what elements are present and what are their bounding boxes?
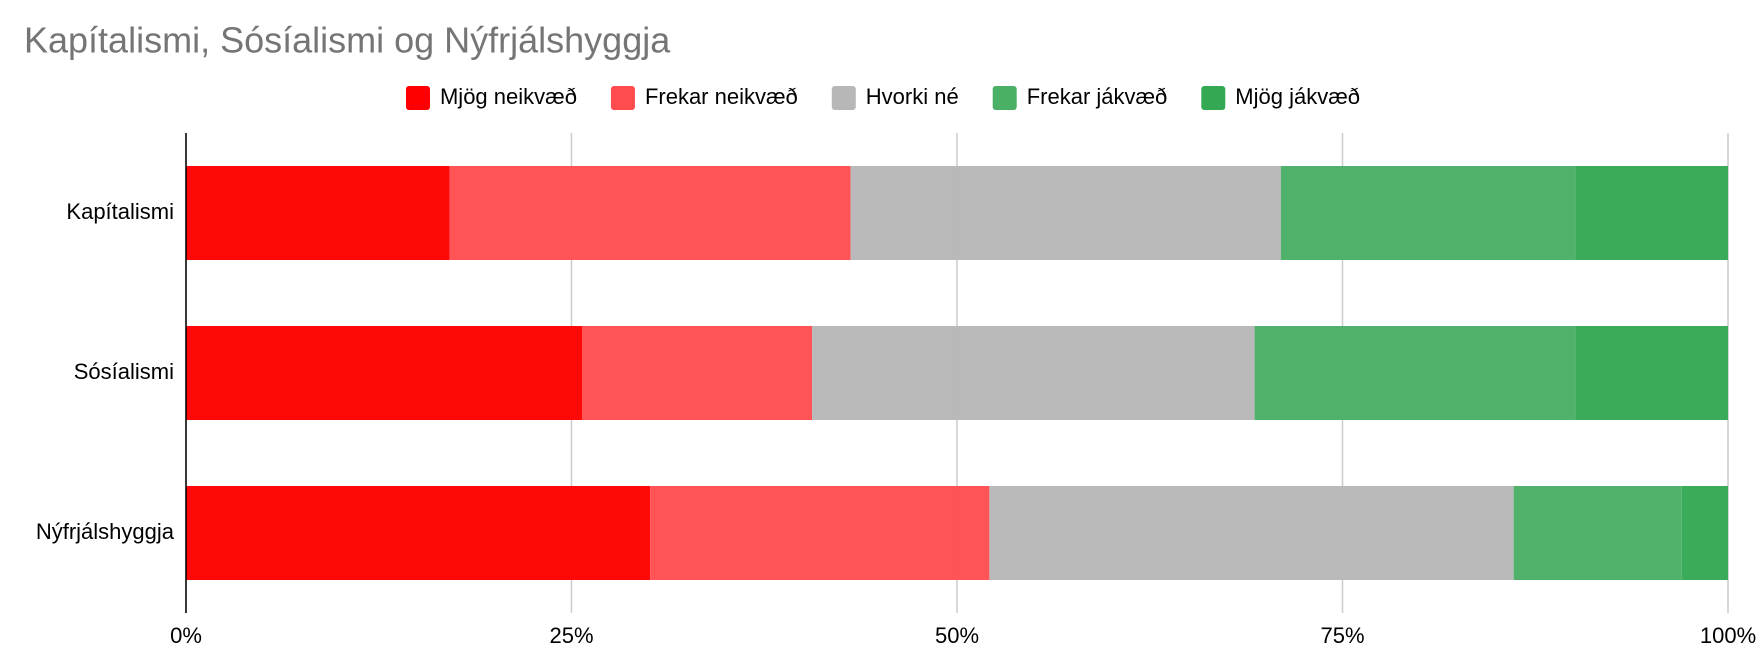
bar-segment [989, 486, 1514, 580]
bar-segment [582, 326, 813, 420]
bar-segment [449, 166, 851, 260]
bar-segment [186, 326, 583, 420]
legend-label: Hvorki né [866, 84, 959, 109]
bar-segment [812, 326, 1255, 420]
x-tick-label: 0% [170, 623, 202, 648]
bar-segment [186, 486, 651, 580]
bar-segment [1513, 486, 1682, 580]
x-tick-label: 100% [1700, 623, 1756, 648]
legend-label: Mjög jákvæð [1235, 84, 1360, 109]
x-tick-label: 50% [935, 623, 979, 648]
bar-segment [1681, 486, 1728, 580]
legend-label: Mjög neikvæð [440, 84, 577, 109]
bar-segment [1280, 166, 1576, 260]
bar-segment [1254, 326, 1576, 420]
legend-swatch [405, 86, 430, 110]
chart-title: Kapítalismi, Sósíalismi og Nýfrjálshyggj… [24, 20, 671, 61]
bar-segment [186, 166, 450, 260]
y-tick-label: Nýfrjálshyggja [36, 519, 175, 544]
y-tick-label: Sósíalismi [74, 359, 174, 384]
bar-segment [1575, 166, 1728, 260]
x-tick-label: 25% [549, 623, 593, 648]
x-tick-label: 75% [1320, 623, 1364, 648]
legend-swatch [831, 86, 856, 110]
legend-label: Frekar jákvæð [1027, 84, 1168, 109]
legend-swatch [992, 86, 1017, 110]
legend-swatch [610, 86, 635, 110]
y-tick-label: Kapítalismi [66, 199, 174, 224]
bar-segment [850, 166, 1281, 260]
bar-segment [1575, 326, 1728, 420]
legend-swatch [1201, 86, 1226, 110]
legend-label: Frekar neikvæð [645, 84, 798, 109]
bar-segment [650, 486, 990, 580]
